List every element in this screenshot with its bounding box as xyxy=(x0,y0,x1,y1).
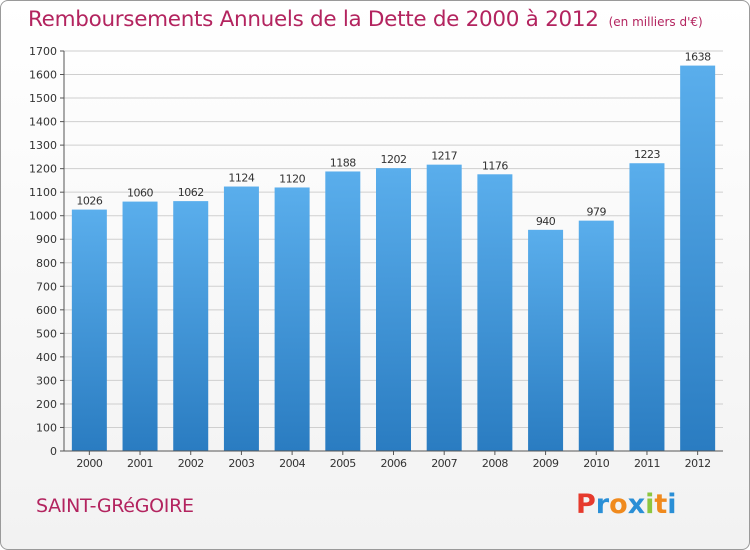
bar-value-label: 979 xyxy=(587,206,607,219)
y-tick-label: 1600 xyxy=(29,69,57,82)
chart-title: Remboursements Annuels de la Dette de 20… xyxy=(28,7,703,32)
place-name: SAINT-GRéGOIRE xyxy=(36,495,194,517)
logo-letter: t xyxy=(654,489,668,520)
bar-2004 xyxy=(274,187,310,451)
x-tick-label: 2010 xyxy=(583,457,609,470)
bar-2012 xyxy=(680,65,716,452)
bar-value-label: 1062 xyxy=(178,186,204,199)
y-tick-label: 1500 xyxy=(29,92,57,105)
logo-letter: P xyxy=(576,489,596,520)
logo-letter: x xyxy=(627,489,646,520)
bar-2008 xyxy=(477,174,513,451)
bar-value-label: 1217 xyxy=(431,150,457,163)
bars: 1026 1060 1062 1124 1120 1188 1202 1217 1176 940 9… xyxy=(71,51,716,452)
bar-value-label: 1026 xyxy=(76,195,102,208)
bar-value-label: 1120 xyxy=(279,172,305,185)
bar-value-label: 1638 xyxy=(685,51,711,64)
x-tick-label: 2000 xyxy=(76,457,102,470)
bar-2010 xyxy=(578,220,614,451)
bar-value-label: 1202 xyxy=(381,153,407,166)
y-tick-label: 400 xyxy=(36,351,57,364)
bar-value-label: 1124 xyxy=(228,172,254,185)
bar-2011 xyxy=(629,163,665,451)
bar-2005 xyxy=(325,171,361,451)
x-tick-label: 2006 xyxy=(381,457,407,470)
bar-value-label: 1060 xyxy=(127,187,153,200)
y-tick-label: 500 xyxy=(36,327,57,340)
bar-value-label: 1223 xyxy=(634,148,660,161)
bar-2009 xyxy=(528,229,564,451)
bar-value-label: 1176 xyxy=(482,159,508,172)
bar-value-label: 940 xyxy=(536,215,556,228)
bar-2000 xyxy=(71,209,107,451)
y-tick-label: 200 xyxy=(36,398,57,411)
proxiti-logo: Proxiti xyxy=(576,489,677,520)
x-tick-label: 2009 xyxy=(533,457,559,470)
logo-letter: o xyxy=(609,489,628,520)
x-tick-label: 2008 xyxy=(482,457,508,470)
y-tick-label: 600 xyxy=(36,304,57,317)
y-tick-label: 1100 xyxy=(29,186,57,199)
y-tick-label: 1700 xyxy=(29,45,57,58)
x-tick-label: 2005 xyxy=(330,457,356,470)
chart-unit: (en milliers d'€) xyxy=(608,15,703,29)
y-tick-label: 700 xyxy=(36,280,57,293)
logo-letter: i xyxy=(667,489,677,520)
y-tick-label: 1400 xyxy=(29,116,57,129)
bar-2006 xyxy=(376,168,411,452)
y-tick-label: 1300 xyxy=(29,139,57,152)
x-tick-label: 2001 xyxy=(127,457,153,470)
y-axis-ticks: 0 100 200 300 400 500 600 700 800 900 1000 1100 1200… xyxy=(29,45,57,458)
logo-letter: r xyxy=(595,489,610,520)
x-tick-label: 2002 xyxy=(178,457,204,470)
logo-letter: i xyxy=(645,489,655,520)
y-tick-label: 100 xyxy=(36,421,57,434)
x-tick-label: 2011 xyxy=(634,457,660,470)
x-tick-label: 2012 xyxy=(685,457,711,470)
x-tick-label: 2007 xyxy=(431,457,457,470)
y-tick-label: 0 xyxy=(50,445,57,458)
x-tick-label: 2004 xyxy=(279,457,305,470)
bar-2002 xyxy=(173,201,209,451)
bar-value-label: 1188 xyxy=(330,156,356,169)
y-tick-label: 900 xyxy=(36,233,57,246)
y-tick-label: 1200 xyxy=(29,163,57,176)
bar-2003 xyxy=(223,186,259,451)
x-tick-label: 2003 xyxy=(228,457,254,470)
chart-title-text: Remboursements Annuels de la Dette de 20… xyxy=(28,7,599,32)
y-tick-label: 800 xyxy=(36,257,57,270)
x-axis-ticks: 2000 2001 2002 2003 2004 2005 2006 2007 2008 2009… xyxy=(76,451,711,470)
y-tick-label: 300 xyxy=(36,374,57,387)
bar-2001 xyxy=(122,201,158,451)
y-tick-label: 1000 xyxy=(29,210,57,223)
bar-2007 xyxy=(426,164,462,451)
